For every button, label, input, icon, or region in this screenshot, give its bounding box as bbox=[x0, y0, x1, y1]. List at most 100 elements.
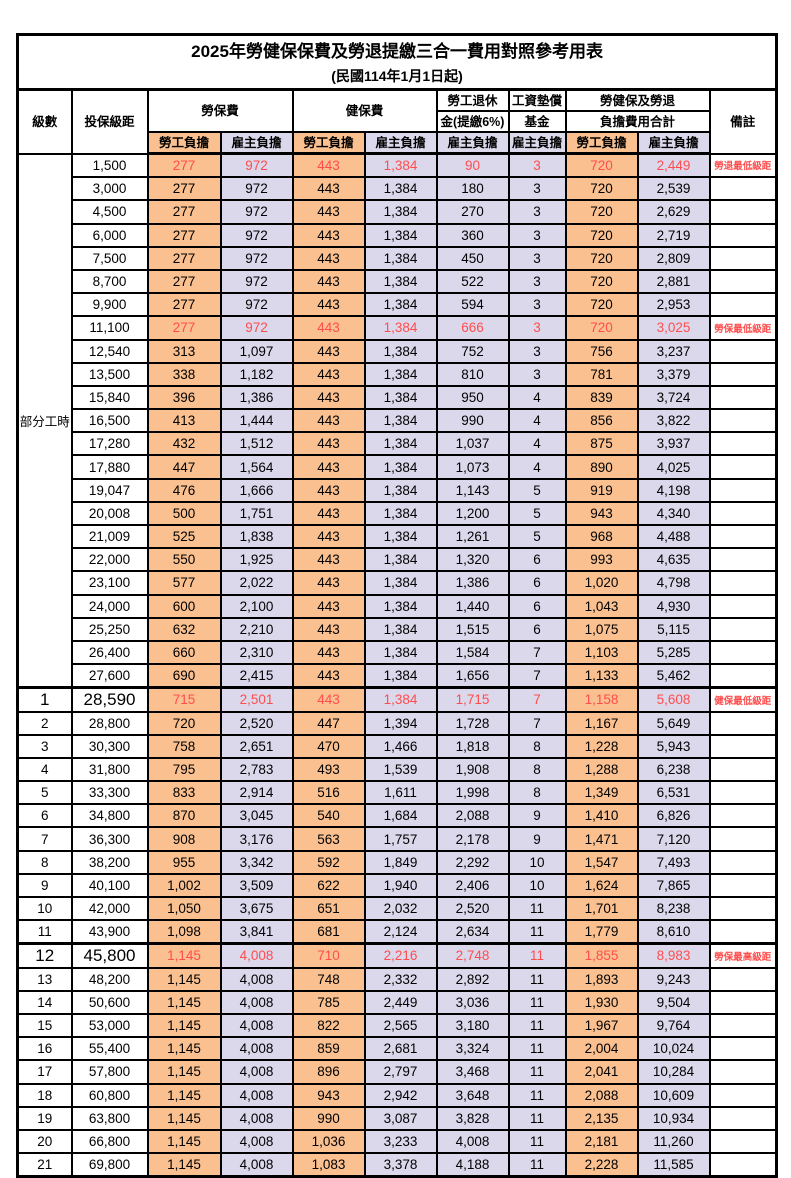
total-employee-cell: 1,967 bbox=[564, 1012, 639, 1039]
premium-reference-sheet: 2025年勞健保保費及勞退提繳三合一費用對照參考用表 (民國114年1月1日起)… bbox=[16, 33, 779, 1178]
wage-fund-cell: 9 bbox=[507, 803, 567, 829]
bracket-cell: 1,500 bbox=[70, 152, 149, 179]
total-employer-cell: 9,243 bbox=[636, 966, 711, 992]
pension-cell: 3,468 bbox=[435, 1059, 510, 1085]
subheader-labor-employer: 雇主負擔 bbox=[219, 131, 294, 155]
total-employee-cell: 720 bbox=[564, 222, 639, 248]
table-row: 20,008 500 1,751 443 1,384 1,200 5 943 4,340 bbox=[18, 500, 778, 527]
remark-cell bbox=[708, 616, 778, 642]
total-employer-cell: 4,340 bbox=[636, 500, 711, 527]
pension-cell: 1,908 bbox=[435, 756, 510, 783]
health-employer-cell: 3,233 bbox=[363, 1128, 438, 1155]
labor-employer-cell: 4,008 bbox=[219, 1105, 294, 1131]
labor-employer-cell: 3,841 bbox=[219, 919, 294, 945]
total-employee-cell: 1,893 bbox=[564, 966, 639, 992]
health-employer-cell: 1,384 bbox=[363, 384, 438, 411]
health-employee-cell: 540 bbox=[291, 803, 366, 829]
pension-cell: 2,892 bbox=[435, 966, 510, 992]
bracket-cell: 25,250 bbox=[70, 616, 149, 642]
header-row-2: 金(提繳6%) 基金 負擔費用合計 bbox=[18, 110, 777, 133]
total-employer-cell: 3,724 bbox=[636, 384, 711, 411]
labor-employer-cell: 972 bbox=[219, 268, 294, 295]
labor-employer-cell: 2,520 bbox=[219, 710, 294, 736]
total-employer-cell: 5,649 bbox=[636, 710, 711, 736]
total-employee-cell: 1,103 bbox=[564, 639, 639, 666]
table-row: 7,500 277 972 443 1,384 450 3 720 2,809 bbox=[18, 245, 778, 271]
remark-cell bbox=[708, 1105, 778, 1131]
labor-employee-cell: 795 bbox=[146, 756, 222, 783]
pension-cell: 522 bbox=[435, 268, 510, 295]
pension-cell: 666 bbox=[435, 315, 510, 341]
wage-fund-cell: 3 bbox=[507, 245, 567, 271]
wage-fund-cell: 3 bbox=[507, 268, 567, 295]
labor-employer-cell: 2,022 bbox=[219, 570, 294, 596]
table-row: 20 66,800 1,145 4,008 1,036 3,233 4,008 11 2,181… bbox=[16, 1128, 778, 1155]
total-employer-cell: 7,120 bbox=[636, 826, 711, 852]
level-cell: 3 bbox=[16, 733, 73, 759]
health-employee-cell: 443 bbox=[291, 315, 366, 341]
page-subtitle: (民國114年1月1日起) bbox=[331, 68, 463, 84]
labor-employer-cell: 2,100 bbox=[219, 593, 294, 619]
level-cell: 2 bbox=[16, 710, 73, 736]
wage-fund-cell: 7 bbox=[507, 710, 567, 736]
labor-employer-cell: 972 bbox=[219, 152, 294, 179]
bracket-cell: 53,000 bbox=[70, 1012, 149, 1039]
bracket-cell: 28,800 bbox=[70, 710, 149, 736]
col-header-health-insurance: 健保費 bbox=[291, 88, 438, 133]
health-employer-cell: 1,384 bbox=[363, 315, 438, 341]
labor-employee-cell: 277 bbox=[146, 292, 222, 318]
labor-employee-cell: 550 bbox=[146, 547, 222, 573]
labor-employer-cell: 2,415 bbox=[219, 663, 294, 689]
table-row: 4,500 277 972 443 1,384 270 3 720 2,629 bbox=[18, 199, 778, 225]
table-row: 15 53,000 1,145 4,008 822 2,565 3,180 11 1,967 9,… bbox=[16, 1012, 778, 1039]
health-employee-cell: 443 bbox=[291, 245, 366, 271]
health-employer-cell: 2,124 bbox=[363, 919, 438, 945]
level-cell: 9 bbox=[16, 872, 73, 899]
wage-fund-cell: 11 bbox=[507, 895, 567, 922]
table-row: 1 28,590 715 2,501 443 1,384 1,715 7 1,158 5,608 健… bbox=[16, 686, 778, 713]
wage-fund-cell: 3 bbox=[507, 292, 567, 318]
table-row: 19 63,800 1,145 4,008 990 3,087 3,828 11 2,135 10… bbox=[16, 1105, 778, 1131]
health-employee-cell: 493 bbox=[291, 756, 366, 783]
pension-cell: 2,520 bbox=[435, 895, 510, 922]
remark-cell bbox=[708, 895, 778, 922]
remark-cell bbox=[708, 384, 778, 411]
total-employer-cell: 2,449 bbox=[636, 152, 711, 179]
health-employer-cell: 1,384 bbox=[363, 338, 438, 364]
col-header-wage-fund-line2: 基金 bbox=[507, 110, 567, 133]
labor-employer-cell: 1,751 bbox=[219, 500, 294, 527]
total-employer-cell: 5,608 bbox=[636, 686, 711, 713]
table-row: 14 50,600 1,145 4,008 785 2,449 3,036 11 1,930 9,… bbox=[16, 989, 778, 1015]
wage-fund-cell: 7 bbox=[507, 663, 567, 689]
level-cell: 14 bbox=[16, 989, 73, 1015]
labor-employer-cell: 972 bbox=[219, 245, 294, 271]
remark-cell bbox=[708, 338, 778, 364]
total-employer-cell: 10,284 bbox=[636, 1059, 711, 1085]
remark-cell bbox=[708, 1059, 778, 1085]
health-employer-cell: 1,384 bbox=[363, 431, 438, 457]
total-employer-cell: 11,260 bbox=[636, 1128, 711, 1155]
bracket-cell: 33,300 bbox=[70, 780, 149, 806]
total-employee-cell: 2,041 bbox=[564, 1059, 639, 1085]
table-row: 21 69,800 1,145 4,008 1,083 3,378 4,188 11 2,228… bbox=[16, 1152, 778, 1178]
health-employee-cell: 1,083 bbox=[291, 1152, 366, 1178]
level-group-part-time: 部分工時 bbox=[16, 152, 73, 689]
total-employee-cell: 2,181 bbox=[564, 1128, 639, 1155]
total-employee-cell: 968 bbox=[564, 523, 639, 550]
labor-employer-cell: 972 bbox=[219, 315, 294, 341]
health-employer-cell: 1,384 bbox=[363, 176, 438, 202]
table-row: 12 45,800 1,145 4,008 710 2,216 2,748 11 1,855 8,… bbox=[16, 942, 778, 969]
labor-employee-cell: 1,145 bbox=[146, 1059, 222, 1085]
health-employer-cell: 2,032 bbox=[363, 895, 438, 922]
bracket-cell: 3,000 bbox=[70, 176, 149, 202]
bracket-cell: 60,800 bbox=[70, 1082, 149, 1108]
wage-fund-cell: 10 bbox=[507, 872, 567, 899]
labor-employer-cell: 4,008 bbox=[219, 1152, 294, 1178]
bracket-cell: 8,700 bbox=[70, 268, 149, 295]
bracket-cell: 30,300 bbox=[70, 733, 149, 759]
table-row: 4 31,800 795 2,783 493 1,539 1,908 8 1,288 6,238 bbox=[16, 756, 778, 783]
table-row: 17,280 432 1,512 443 1,384 1,037 4 875 3,937 bbox=[18, 431, 778, 457]
bracket-cell: 12,540 bbox=[70, 338, 149, 364]
total-employer-cell: 3,937 bbox=[636, 431, 711, 457]
total-employer-cell: 4,798 bbox=[636, 570, 711, 596]
